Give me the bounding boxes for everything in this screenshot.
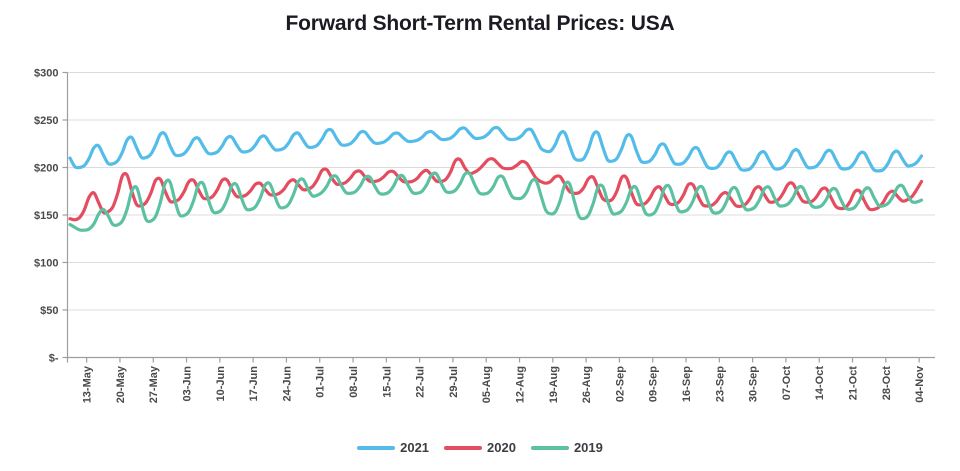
x-tick-label: 23-Sep [714, 366, 726, 402]
y-tick-label: $100 [34, 258, 58, 270]
y-tick-label: $250 [34, 115, 58, 127]
x-tick-label: 13-May [82, 365, 94, 403]
x-tick-label: 12-Aug [515, 366, 527, 403]
x-tick-label: 30-Sep [748, 366, 760, 402]
legend-swatch-2019 [530, 445, 569, 450]
y-tick-label: $150 [34, 210, 58, 222]
x-tick-label: 14-Oct [814, 366, 826, 401]
legend-item-2020: 2020 [444, 440, 516, 455]
chart-title: Forward Short-Term Rental Prices: USA [285, 12, 675, 35]
x-tick-label: 10-Jun [215, 366, 227, 402]
legend-label-2021: 2021 [400, 440, 430, 455]
x-tick-label: 17-Jun [248, 366, 260, 402]
x-tick-label: 03-Jun [182, 366, 194, 402]
x-tick-label: 15-Jul [381, 366, 393, 398]
x-tick-label: 09-Sep [648, 366, 660, 402]
x-tick-label: 04-Nov [914, 365, 926, 403]
x-tick-label: 21-Oct [848, 366, 860, 401]
series-line-2020 [68, 157, 924, 222]
x-tick-label: 22-Jul [415, 366, 427, 398]
x-tick-label: 27-May [148, 365, 160, 403]
x-tick-label: 26-Aug [581, 366, 593, 403]
legend-label-2020: 2020 [487, 440, 516, 455]
series-line-2019 [68, 171, 924, 232]
legend-item-2021: 2021 [357, 440, 429, 455]
x-tick-label: 20-May [115, 365, 127, 403]
x-tick-label: 01-Jul [315, 366, 327, 398]
legend: 2021 2020 2019 [0, 440, 960, 455]
x-tick-label: 24-Jun [281, 366, 293, 402]
series-line-2021 [68, 125, 924, 173]
y-tick-label: $50 [40, 305, 58, 317]
y-tick-label: $300 [34, 68, 58, 80]
x-tick-label: 28-Oct [881, 366, 893, 401]
legend-swatch-2021 [357, 445, 396, 450]
x-tick-label: 02-Sep [614, 366, 626, 402]
x-tick-label: 08-Jul [348, 366, 360, 398]
legend-label-2019: 2019 [573, 440, 603, 455]
y-tick-label: $200 [34, 163, 58, 175]
x-tick-label: 07-Oct [781, 366, 793, 401]
x-tick-label: 16-Sep [681, 366, 693, 402]
y-tick-label: $- [49, 353, 59, 365]
legend-swatch-2020 [444, 445, 483, 450]
x-tick-label: 19-Aug [548, 366, 560, 403]
x-tick-label: 29-Jul [448, 366, 460, 398]
legend-item-2019: 2019 [530, 440, 603, 455]
x-tick-label: 05-Aug [481, 366, 493, 403]
